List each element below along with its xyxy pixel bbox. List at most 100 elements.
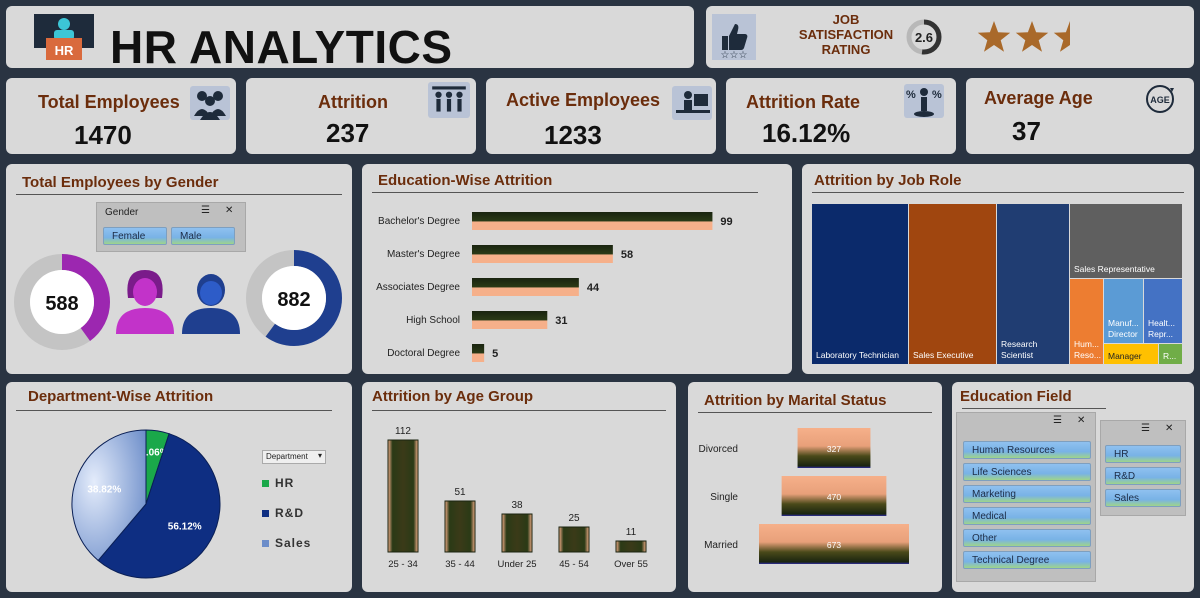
svg-text:AGE: AGE <box>1150 95 1170 105</box>
field-option-human-resources[interactable]: Human Resources <box>963 441 1091 459</box>
department-title: Department-Wise Attrition <box>28 388 214 405</box>
marital-bar <box>759 524 909 564</box>
dept-option-rd[interactable]: R&D <box>1105 467 1181 485</box>
age-bar-value: 51 <box>454 487 466 498</box>
education-category-label: Master's Degree <box>387 249 460 260</box>
department-panel: Department-Wise Attrition 5.06% 56.12% 38.… <box>6 382 352 592</box>
marital-status-panel: Attrition by Marital Status 327 Divorced 4… <box>688 382 942 592</box>
treemap-label: Sales Executive <box>913 350 974 360</box>
kpi-label: Attrition Rate <box>746 92 860 112</box>
field-option-technical-degree[interactable]: Technical Degree <box>963 551 1091 569</box>
treemap-cell <box>1159 344 1182 364</box>
age-group-bar-chart: 112 25 - 34 51 35 - 44 38 Under 25 25 45 - 54 11… <box>387 426 648 570</box>
thumbs-up-stars-icon: ☆☆☆ <box>712 14 756 60</box>
education-attrition-panel: Education-Wise Attrition Bachelor's Degr… <box>362 164 792 374</box>
marital-status-title: Attrition by Marital Status <box>704 392 887 409</box>
kpi-attrition: Attrition 237 <box>246 78 476 154</box>
clear-filter-icon[interactable]: ✕ <box>1165 423 1174 434</box>
treemap-label: R... <box>1163 351 1176 361</box>
panel-divider <box>812 192 1184 193</box>
rating-stars <box>977 21 1070 52</box>
kpi-value: 37 <box>1012 116 1041 146</box>
treemap-cell <box>1070 279 1103 364</box>
age-bar <box>501 513 533 553</box>
treemap-cell <box>997 204 1069 364</box>
star-icon <box>977 21 1011 52</box>
pie-slice-label: 38.82% <box>87 485 121 496</box>
education-bar-value: 44 <box>587 282 600 294</box>
treemap-label: Director <box>1108 329 1138 339</box>
field-option-life-sciences[interactable]: Life Sciences <box>963 463 1091 481</box>
gender-option-female[interactable]: Female <box>103 227 167 245</box>
education-category-label: Associates Degree <box>376 282 460 293</box>
age-bar <box>444 500 476 553</box>
education-bar-value: 99 <box>720 216 732 228</box>
dept-option-hr[interactable]: HR <box>1105 445 1181 463</box>
education-field-slicer: ☰ ✕ Human Resources Life Sciences Market… <box>956 412 1096 582</box>
treemap-label: Hum... <box>1074 339 1099 349</box>
kpi-average-age: Average Age 37 AGE <box>966 78 1194 154</box>
treemap-label: Reso... <box>1074 350 1101 360</box>
education-field-panel: Education Field ☰ ✕ Human Resources Life… <box>952 382 1194 592</box>
education-attrition-title: Education-Wise Attrition <box>378 172 553 189</box>
treemap-label: Research <box>1001 339 1038 349</box>
age-bar <box>558 526 590 553</box>
female-count: 588 <box>45 293 78 315</box>
clear-filter-icon[interactable]: ✕ <box>1077 415 1086 426</box>
field-option-marketing[interactable]: Marketing <box>963 485 1091 503</box>
gender-slicer: Gender ☰ ✕ Female Male <box>96 202 246 252</box>
svg-text:☆☆☆: ☆☆☆ <box>721 50 748 60</box>
gender-option-male[interactable]: Male <box>171 227 235 245</box>
percent-person-icon: % % <box>904 84 944 118</box>
female-donut: 588 <box>14 254 110 350</box>
kpi-label: Total Employees <box>38 92 180 112</box>
treemap-cell <box>812 204 908 364</box>
kpi-attrition-rate: Attrition Rate 16.12% % % <box>726 78 956 154</box>
education-bar-chart: Bachelor's Degree 99 Master's Degree 58 Asso… <box>376 212 733 362</box>
legend-swatch-sales <box>262 540 269 547</box>
treemap-label: Manuf... <box>1108 318 1139 328</box>
multi-select-icon[interactable]: ☰ <box>1053 415 1062 426</box>
marital-category-label: Single <box>710 492 738 503</box>
panel-divider <box>962 408 1106 409</box>
education-category-label: High School <box>406 315 460 326</box>
age-bar-value: 11 <box>626 527 637 538</box>
kpi-active-employees: Active Employees 1233 <box>486 78 716 154</box>
education-bar <box>472 278 579 296</box>
department-slicer: ☰ ✕ HR R&D Sales <box>1100 420 1186 516</box>
marital-category-label: Married <box>704 540 738 551</box>
age-group-panel: Attrition by Age Group 112 25 - 34 51 35 - … <box>362 382 676 592</box>
age-group-title: Attrition by Age Group <box>372 388 534 405</box>
education-bar-value: 31 <box>555 315 567 327</box>
legend-swatch-hr <box>262 480 269 487</box>
dept-option-sales[interactable]: Sales <box>1105 489 1181 507</box>
people-group-icon <box>190 86 230 120</box>
panel-divider <box>16 194 342 195</box>
multi-select-icon[interactable]: ☰ <box>201 205 210 216</box>
job-satisfaction-card: ☆☆☆ JOB SATISFACTION RATING 2.6 <box>706 6 1194 68</box>
treemap-cell <box>1144 279 1182 343</box>
field-option-medical[interactable]: Medical <box>963 507 1091 525</box>
job-role-treemap: Laboratory Technician Sales Executive Rese… <box>812 204 1182 364</box>
kpi-value: 1470 <box>74 120 132 150</box>
gender-panel-title: Total Employees by Gender <box>22 174 219 191</box>
panel-divider <box>372 410 666 411</box>
education-category-label: Doctoral Degree <box>387 348 460 359</box>
treemap-label: Repr... <box>1148 329 1173 339</box>
age-bar-value: 25 <box>568 513 580 524</box>
education-category-label: Bachelor's Degree <box>378 216 460 227</box>
dashboard-title: HR ANALYTICS DASHBOARD <box>110 21 453 68</box>
people-leaving-icon <box>428 82 470 118</box>
age-category-label: 45 - 54 <box>559 559 589 570</box>
multi-select-icon[interactable]: ☰ <box>1141 423 1150 434</box>
pie-slice <box>71 429 147 562</box>
legend-item-rd: R&D <box>262 506 342 524</box>
satisfaction-value: 2.6 <box>915 30 933 45</box>
kpi-value: 1233 <box>544 120 602 150</box>
job-role-panel: Attrition by Job Role Laboratory Technic… <box>802 164 1194 374</box>
marital-bar <box>781 476 887 516</box>
marital-bar-value: 673 <box>827 540 841 550</box>
department-legend-dropdown[interactable]: Department ▾ <box>262 450 326 464</box>
clear-filter-icon[interactable]: ✕ <box>225 205 234 216</box>
field-option-other[interactable]: Other <box>963 529 1091 547</box>
